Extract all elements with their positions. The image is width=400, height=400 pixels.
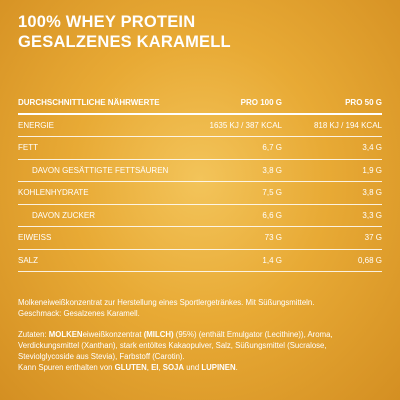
row-label: FETT xyxy=(18,143,38,152)
product-title-line2: GESALZENES KARAMELL xyxy=(18,33,231,51)
allergen-egg: EI xyxy=(151,363,159,372)
row-value-100g: 6,6 G xyxy=(262,210,282,220)
row-value-50g: 37 G xyxy=(364,233,382,242)
row-value-50g: 3,4 G xyxy=(362,143,382,152)
row-value-100g: 3,8 G xyxy=(262,165,282,175)
allergen-milk-prefix: MOLKEN xyxy=(48,330,83,339)
table-row: SALZ 1,4 G 0,68 G xyxy=(18,250,382,272)
row-divider xyxy=(18,181,382,182)
row-divider xyxy=(18,271,382,272)
header-per-50g: PRO 50 G xyxy=(345,98,382,107)
row-divider xyxy=(18,248,382,250)
nutrition-table: DURCHSCHNITTLICHE NÄHRWERTE PRO 100 G PR… xyxy=(18,93,382,272)
table-row: KOHLENHYDRATE 7,5 G 3,8 G xyxy=(18,182,382,204)
row-value-50g: 3,8 G xyxy=(362,188,382,197)
row-value-50g: 818 KJ / 194 KCAL xyxy=(313,120,382,130)
table-row: ENERGIE 1635 KJ / 387 KCAL 818 KJ / 194 … xyxy=(18,115,382,137)
row-value-50g: 0,68 G xyxy=(357,255,382,265)
description-line: Geschmack: Gesalzenes Karamell. xyxy=(18,309,140,318)
product-description: Molkeneiweißkonzentrat zur Herstellung e… xyxy=(18,297,382,319)
allergen-gluten: GLUTEN xyxy=(114,363,147,372)
product-title-line1: 100% WHEY PROTEIN xyxy=(18,13,196,31)
header-per-100g: PRO 100 G xyxy=(240,98,282,107)
allergen-soy: SOJA xyxy=(162,363,185,372)
row-label: DAVON GESÄTTIGTE FETTSÄUREN xyxy=(32,165,169,175)
row-divider xyxy=(18,136,382,137)
row-value-100g: 7,5 G xyxy=(262,188,282,197)
nutrition-header-row: DURCHSCHNITTLICHE NÄHRWERTE PRO 100 G PR… xyxy=(18,93,382,113)
row-label: KOHLENHYDRATE xyxy=(18,188,89,197)
table-row: DAVON GESÄTTIGTE FETTSÄUREN 3,8 G 1,9 G xyxy=(18,160,382,182)
product-title: 100% WHEY PROTEIN GESALZENES KARAMELL xyxy=(18,12,231,52)
row-value-100g: 1635 KJ / 387 KCAL xyxy=(209,120,283,130)
row-value-50g: 1,9 G xyxy=(362,165,382,175)
row-value-100g: 1,4 G xyxy=(262,255,282,265)
ingredients-text: Zutaten: MOLKENeiweißkonzentrat (MILCH) … xyxy=(18,329,382,373)
row-divider xyxy=(18,158,382,160)
row-divider xyxy=(18,226,382,227)
row-label: ENERGIE xyxy=(18,120,55,130)
allergen-notice: Kann Spuren enthalten von GLUTEN, EI, SO… xyxy=(18,363,238,372)
table-row: DAVON ZUCKER 6,6 G 3,3 G xyxy=(18,205,382,227)
table-row: FETT 6,7 G 3,4 G xyxy=(18,137,382,159)
description-line: Molkeneiweißkonzentrat zur Herstellung e… xyxy=(18,298,315,307)
table-row: EIWEISS 73 G 37 G xyxy=(18,227,382,249)
allergen-milk: (MILCH) xyxy=(143,330,174,339)
row-value-100g: 73 G xyxy=(264,233,282,242)
row-label: DAVON ZUCKER xyxy=(32,210,95,220)
row-divider xyxy=(18,203,382,205)
row-value-100g: 6,7 G xyxy=(262,143,282,152)
row-label: SALZ xyxy=(18,255,39,265)
row-value-50g: 3,3 G xyxy=(362,210,382,220)
table-divider xyxy=(18,113,382,115)
header-nutrients: DURCHSCHNITTLICHE NÄHRWERTE xyxy=(18,98,160,107)
ingredients-paragraph: Zutaten: MOLKENeiweißkonzentrat (MILCH) … xyxy=(18,330,333,361)
allergen-lupin: LUPINEN xyxy=(201,363,236,372)
row-label: EIWEISS xyxy=(18,233,52,242)
